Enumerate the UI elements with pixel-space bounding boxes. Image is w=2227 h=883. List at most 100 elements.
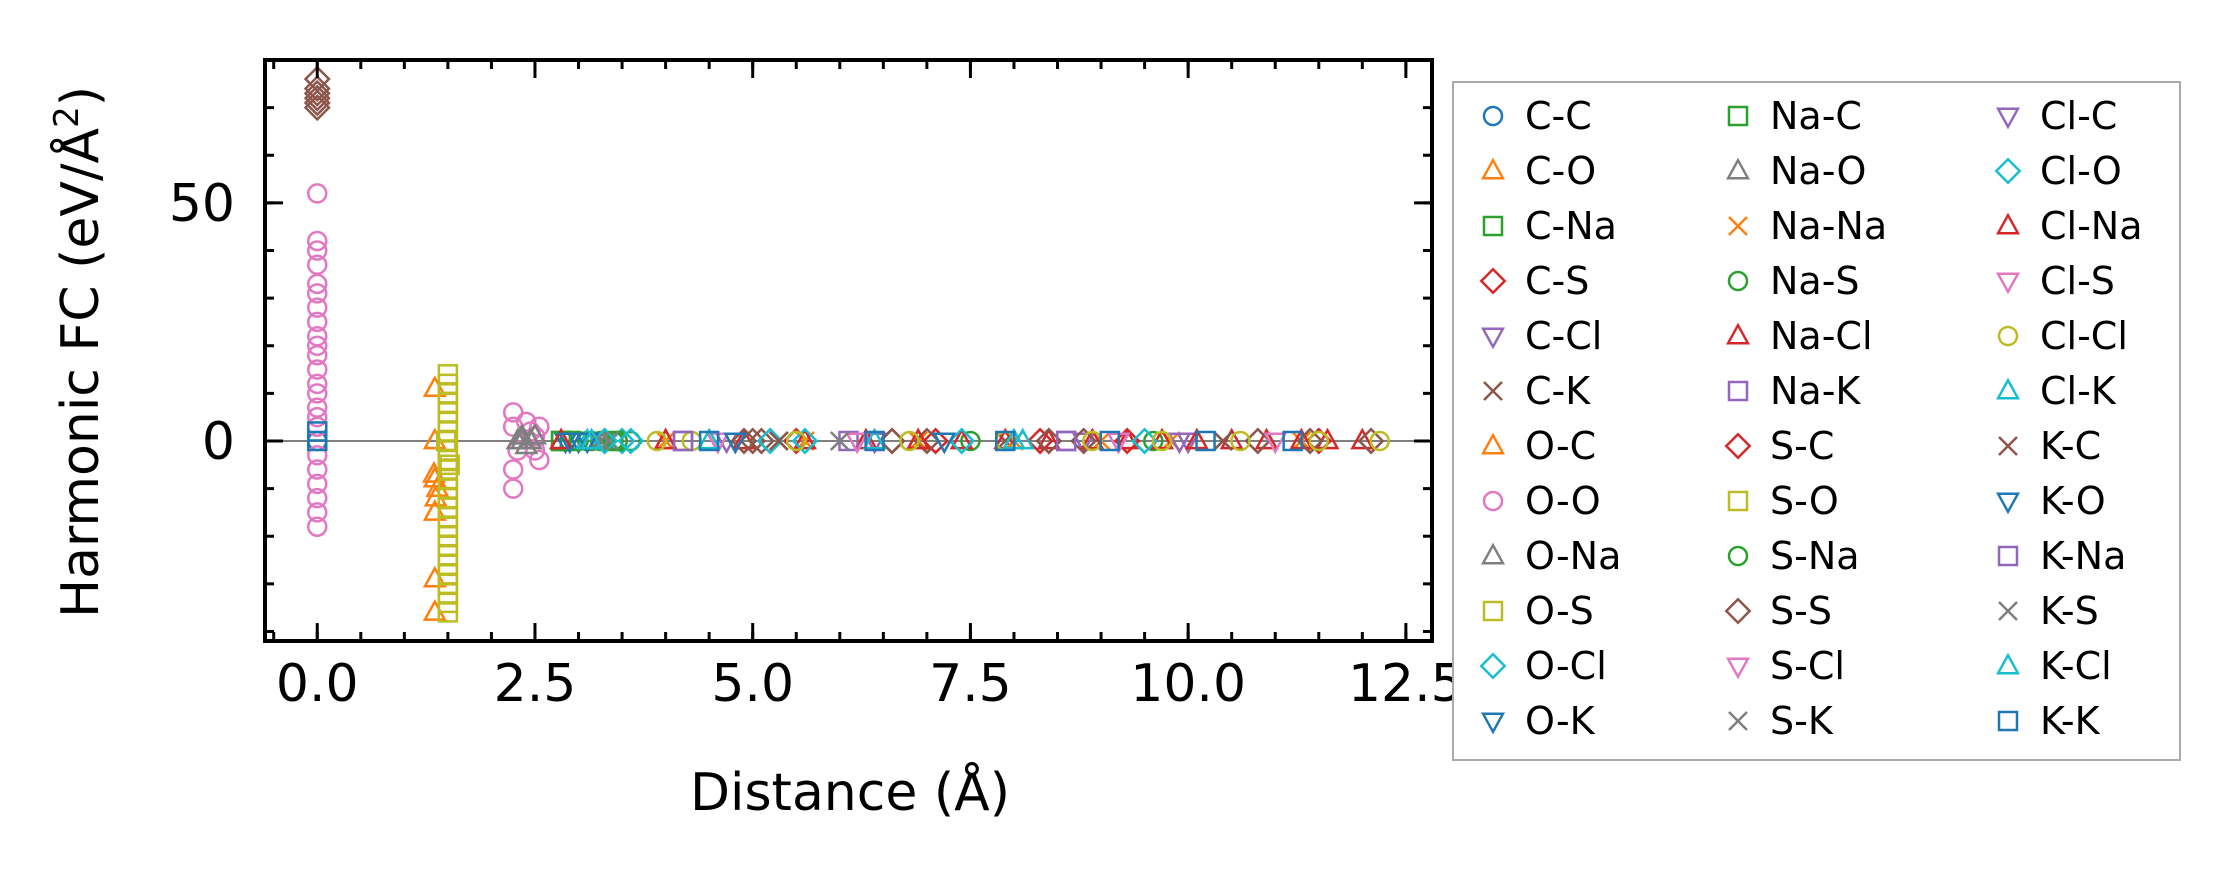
point-o-o — [307, 373, 328, 395]
plot-background — [265, 60, 1432, 641]
legend-label: C-O — [1525, 149, 1596, 193]
point-o-o — [307, 273, 328, 295]
point-k-k — [1282, 430, 1303, 452]
point-cl-na — [906, 427, 931, 450]
point-k-c — [1213, 431, 1233, 451]
x-axis-label: Distance (Å) — [690, 761, 1010, 823]
point-na-cl — [1080, 427, 1105, 450]
point-cl-o — [1131, 427, 1159, 455]
y-axis-label-main: Harmonic FC (eV/Å — [49, 127, 111, 618]
point-s-cl — [1263, 432, 1288, 455]
legend-label: C-K — [1525, 369, 1591, 413]
legend-marker — [1995, 492, 2021, 515]
point-o-o — [502, 478, 524, 499]
legend-label: O-O — [1525, 479, 1601, 523]
legend-item: O-Cl — [1479, 644, 1607, 688]
legend-marker — [1727, 490, 1749, 512]
legend-marker — [1994, 157, 2022, 185]
legend-item: Na-Cl — [1725, 314, 1873, 358]
legend-label: Cl-K — [2040, 369, 2117, 413]
data-points — [303, 65, 1390, 623]
legend-marker — [1479, 652, 1507, 680]
legend-item: Na-K — [1727, 369, 1861, 413]
y-axis-label-superscript: 2 — [47, 106, 87, 128]
legend-label: C-S — [1525, 259, 1589, 303]
point-k-k — [1099, 430, 1121, 452]
legend-marker — [1724, 432, 1752, 460]
point-k-k — [307, 421, 328, 442]
point-na-cl — [1036, 427, 1061, 450]
legend-marker — [1727, 380, 1749, 402]
legend-marker — [1482, 215, 1504, 237]
point-s-s — [913, 427, 941, 455]
point-cl-cl — [1308, 430, 1330, 452]
point-o-o — [307, 473, 328, 495]
legend-label: S-C — [1770, 424, 1834, 468]
x-tick-label: 12.5 — [1348, 654, 1464, 714]
legend-marker — [1995, 212, 2021, 235]
legend-item: C-K — [1483, 369, 1591, 413]
legend-marker — [1482, 490, 1504, 512]
legend-item: C-Na — [1482, 204, 1617, 248]
point-k-c — [768, 431, 789, 451]
legend-item: Cl-Na — [1995, 204, 2143, 248]
point-o-o — [307, 345, 328, 366]
point-cl-na — [549, 427, 574, 450]
point-cl-c — [1167, 432, 1192, 455]
legend-label: Na-Cl — [1770, 314, 1873, 358]
point-cl-cl — [646, 430, 668, 452]
x-tick-label: 2.5 — [494, 654, 577, 714]
point-o-o — [529, 449, 550, 471]
legend: C-C C-O C-Na C-S C-Cl C-K O-C O-O O-Na O-S O-Cl O-K… — [1452, 81, 2181, 761]
legend-label: O-Cl — [1525, 644, 1607, 688]
point-o-o — [307, 502, 328, 523]
point-na-s — [1143, 430, 1164, 452]
legend-item: O-Na — [1480, 534, 1621, 578]
legend-label: K-K — [2040, 699, 2101, 743]
point-s-s — [730, 427, 758, 455]
y-tick-label: 50 — [169, 174, 235, 234]
point-s-o — [439, 454, 460, 476]
legend-label: O-C — [1525, 424, 1596, 468]
legend-marker — [1482, 105, 1504, 127]
legend-item: Cl-Cl — [1997, 314, 2128, 358]
point-k-cl — [579, 427, 604, 450]
point-o-o — [307, 283, 328, 304]
point-s-k — [599, 431, 619, 451]
point-s-na — [603, 430, 624, 452]
legend-marker — [1480, 157, 1506, 180]
legend-item: S-Cl — [1725, 644, 1845, 688]
point-o-c — [423, 484, 448, 507]
legend-marker — [1998, 601, 2018, 621]
point-na-cl — [949, 427, 974, 450]
legend-item: K-O — [1995, 479, 2106, 523]
legend-label: O-Na — [1525, 534, 1621, 578]
legend-marker — [1995, 272, 2021, 295]
tick-labels: 0.0 2.5 5.0 7.5 10.0 12.5 0 50 — [169, 174, 1464, 714]
point-s-s — [739, 427, 767, 455]
point-o-s — [437, 602, 459, 623]
x-tick-label: 5.0 — [711, 654, 794, 714]
point-cl-cl — [1151, 430, 1173, 452]
legend-label: C-Na — [1525, 204, 1617, 248]
legend-item: O-K — [1480, 699, 1596, 743]
point-na-cl — [1115, 427, 1140, 450]
legend-label: O-S — [1525, 589, 1594, 633]
legend-label: Na-C — [1770, 94, 1862, 138]
legend-marker — [1725, 322, 1751, 345]
legend-item: C-S — [1479, 259, 1589, 303]
legend-marker — [1728, 216, 1748, 236]
point-s-s — [303, 94, 331, 122]
legend-item: S-S — [1724, 589, 1832, 633]
legend-label: Cl-S — [2040, 259, 2115, 303]
y-axis-label-close: ) — [51, 86, 111, 106]
point-na-s — [960, 430, 981, 452]
legend-item: S-O — [1727, 479, 1839, 523]
point-s-o — [435, 430, 457, 452]
point-o-o — [307, 311, 328, 333]
point-na-cl — [731, 427, 757, 450]
plot-area — [263, 58, 1434, 643]
legend-item: S-Na — [1727, 534, 1860, 578]
point-o-o — [307, 297, 328, 318]
legend-label: S-Cl — [1770, 644, 1845, 688]
